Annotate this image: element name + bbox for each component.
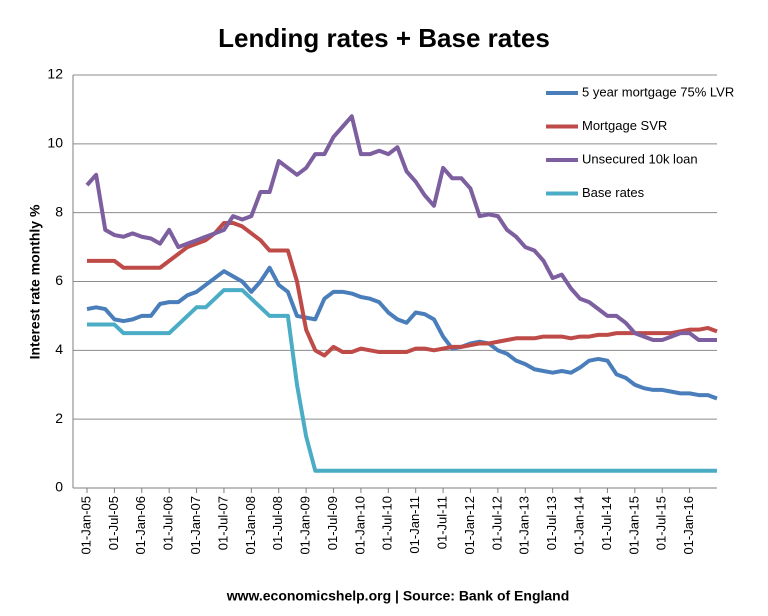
x-tick-label: 01-Jul-12 <box>489 496 504 550</box>
series-line <box>87 220 718 358</box>
x-tick-label: 01-Jul-07 <box>215 496 230 550</box>
x-tick-label: 01-Jul-08 <box>270 496 285 550</box>
x-tick-label: 01-Jul-09 <box>325 496 340 550</box>
x-tick-label: 01-Jan-06 <box>133 496 148 555</box>
y-tick-label: 2 <box>55 410 63 426</box>
x-tick-label: 01-Jul-15 <box>654 496 669 550</box>
series-line <box>86 265 718 401</box>
y-tick-label: 6 <box>55 272 63 288</box>
legend-label: Mortgage SVR <box>582 118 667 133</box>
x-tick-label: 01-Jan-15 <box>626 496 641 555</box>
x-tick-label: 01-Jan-07 <box>188 496 203 555</box>
x-tick-label: 01-Jul-05 <box>106 496 121 550</box>
series-line <box>87 288 717 473</box>
x-tick-label: 01-Jan-09 <box>298 496 313 555</box>
series-line <box>85 114 717 343</box>
y-tick-label: 4 <box>55 341 63 357</box>
y-tick-label: 0 <box>55 479 63 495</box>
source-note: www.economicshelp.org | Source: Bank of … <box>226 588 570 604</box>
x-tick-label: 01-Jan-12 <box>462 496 477 555</box>
x-tick-label: 01-Jan-16 <box>681 496 696 555</box>
y-tick-label: 10 <box>47 135 63 151</box>
x-tick-label: 01-Jan-13 <box>517 496 532 555</box>
y-axis-label: Interest rate monthly % <box>27 204 43 359</box>
legend-label: Unsecured 10k loan <box>582 151 698 166</box>
x-tick-label: 01-Jan-05 <box>78 496 93 555</box>
x-tick-label: 01-Jul-11 <box>435 496 450 549</box>
chart-title: Lending rates + Base rates <box>218 23 550 53</box>
x-tick-label: 01-Jan-11 <box>407 496 422 554</box>
x-tick-label: 01-Jul-06 <box>161 496 176 550</box>
x-tick-label: 01-Jan-08 <box>243 496 258 555</box>
x-tick-label: 01-Jul-13 <box>544 496 559 550</box>
y-tick-label: 8 <box>55 203 63 219</box>
x-tick-label: 01-Jan-10 <box>352 496 367 555</box>
legend-label: 5 year mortgage 75% LVR <box>582 84 734 99</box>
x-tick-label: 01-Jul-10 <box>380 496 395 550</box>
x-tick-label: 01-Jul-14 <box>599 496 614 550</box>
legend-label: Base rates <box>582 185 645 200</box>
y-tick-label: 12 <box>47 66 63 82</box>
x-tick-label: 01-Jan-14 <box>571 496 586 555</box>
